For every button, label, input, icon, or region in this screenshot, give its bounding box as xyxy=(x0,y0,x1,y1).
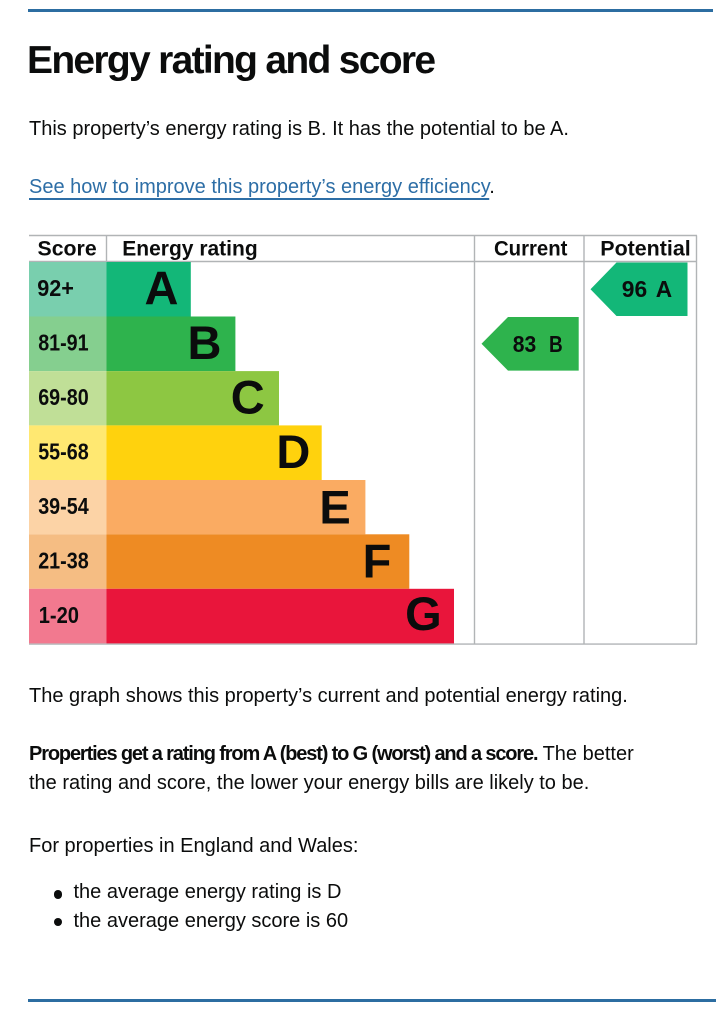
svg-text:A: A xyxy=(656,276,672,302)
svg-text:Score: Score xyxy=(38,238,97,261)
svg-text:83: 83 xyxy=(513,331,537,357)
svg-text:G: G xyxy=(405,587,442,640)
svg-text:69-80: 69-80 xyxy=(38,384,88,410)
svg-text:81-91: 81-91 xyxy=(38,330,89,356)
svg-text:96: 96 xyxy=(622,276,647,302)
svg-text:1-20: 1-20 xyxy=(39,602,79,628)
svg-text:39-54: 39-54 xyxy=(38,493,89,519)
svg-text:A: A xyxy=(145,262,179,315)
svg-text:Current: Current xyxy=(494,238,568,261)
svg-text:F: F xyxy=(363,534,392,587)
svg-text:E: E xyxy=(319,480,350,533)
svg-text:92+: 92+ xyxy=(37,275,74,301)
svg-text:Potential: Potential xyxy=(600,238,690,261)
svg-text:55-68: 55-68 xyxy=(38,438,89,464)
svg-text:D: D xyxy=(276,425,310,478)
svg-text:B: B xyxy=(188,316,222,369)
svg-text:Energy rating: Energy rating xyxy=(122,238,257,261)
svg-text:B: B xyxy=(549,331,563,357)
svg-text:C: C xyxy=(231,371,265,424)
svg-text:21-38: 21-38 xyxy=(38,547,89,573)
